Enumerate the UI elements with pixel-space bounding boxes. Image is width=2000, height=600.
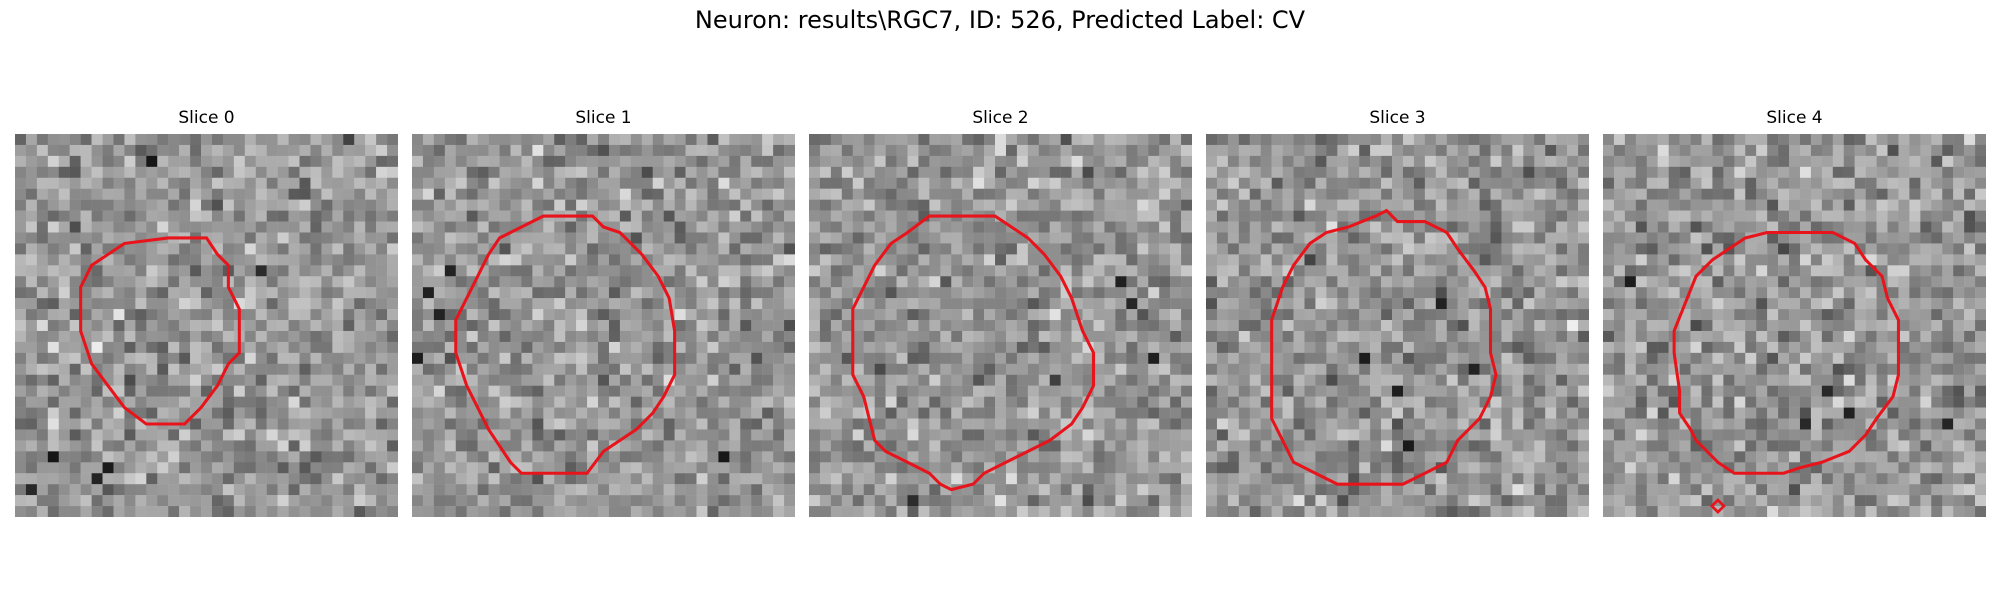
panel-title-slice-4: Slice 4 bbox=[1766, 108, 1823, 128]
pixel-grid bbox=[1603, 134, 1986, 517]
pixel-grid bbox=[15, 134, 398, 517]
panel-slice-4 bbox=[1603, 134, 1986, 517]
neuron-contour bbox=[851, 214, 1096, 492]
panel-slice-2 bbox=[809, 134, 1192, 517]
neuron-contour bbox=[79, 236, 241, 426]
pixel-grid bbox=[1206, 134, 1589, 517]
pixel-grid bbox=[412, 134, 795, 517]
contour-marker bbox=[1709, 498, 1726, 515]
neuron-contour bbox=[454, 214, 677, 475]
panel-title-slice-2: Slice 2 bbox=[972, 108, 1029, 128]
figure-title: Neuron: results\RGC7, ID: 526, Predicted… bbox=[694, 6, 1306, 34]
neuron-contour bbox=[1672, 230, 1900, 475]
neuron-contour bbox=[1270, 208, 1498, 486]
panel-title-slice-3: Slice 3 bbox=[1369, 108, 1426, 128]
panel-slice-1 bbox=[412, 134, 795, 517]
panel-title-slice-1: Slice 1 bbox=[575, 108, 632, 128]
panel-slice-3 bbox=[1206, 134, 1589, 517]
pixel-grid bbox=[809, 134, 1192, 517]
panel-slice-0 bbox=[15, 134, 398, 517]
panel-title-slice-0: Slice 0 bbox=[178, 108, 235, 128]
